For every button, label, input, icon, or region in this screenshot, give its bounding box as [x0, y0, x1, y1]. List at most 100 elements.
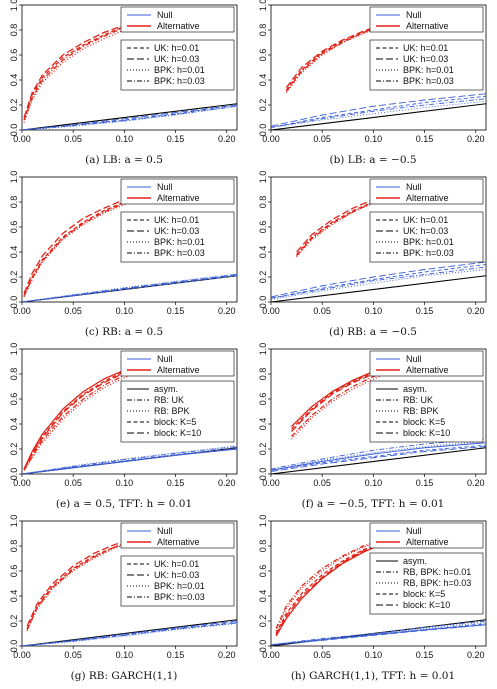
x-tick-label: 0.05	[64, 306, 82, 316]
x-tick-label: 0.05	[313, 134, 331, 144]
y-tick-label: 0.6	[258, 565, 268, 578]
y-tick-label: 1.0	[258, 171, 268, 184]
y-tick-label: 0.4	[9, 246, 19, 259]
caption-c: (c) RB: a = 0.5	[84, 326, 164, 338]
y-tick-label: 0.6	[9, 565, 19, 578]
y-tick-label: 0.2	[9, 615, 19, 628]
y-tick-label: 0.4	[258, 418, 268, 431]
legend-label-alternative: Alternative	[406, 365, 449, 375]
plot-frame	[270, 520, 487, 647]
legend-style-label-uk-h-0-01: UK: h=0.01	[403, 215, 448, 225]
legend-style-label-uk-h-0-01: UK: h=0.01	[154, 559, 199, 569]
series-null-bpk-h-0-03	[271, 98, 486, 128]
caption-f: (f) a = −0.5, TFT: h = 0.01	[301, 498, 445, 510]
reference-line	[271, 103, 486, 130]
series-alternative-uk-h-0-01	[23, 9, 232, 121]
x-tick-label: 0.00	[262, 306, 280, 316]
caption-a: (a) LB: a = 0.5	[85, 154, 163, 166]
series-null-bpk-h-0-03	[271, 266, 486, 299]
y-tick-label: 0.2	[258, 443, 268, 456]
x-tick-label: 0.00	[13, 134, 31, 144]
y-tick-label: 1.0	[258, 0, 268, 11]
plot-frame	[270, 4, 487, 131]
y-tick-label: 0.2	[9, 443, 19, 456]
legend-style-label-asym: asym.	[403, 556, 427, 566]
y-tick-label: 0.6	[9, 49, 19, 62]
x-tick-label: 0.20	[467, 650, 485, 660]
reference-line	[271, 447, 486, 474]
legend-style-label-block-k-10: block: K=10	[403, 600, 450, 610]
y-tick-label: 0.0	[258, 124, 268, 137]
y-tick-label: 0.8	[258, 368, 268, 381]
legend-style-box	[369, 211, 484, 263]
y-tick-label: 0.8	[258, 540, 268, 553]
legend-label-null: Null	[157, 10, 173, 20]
panel-f: 0.00 0.05 0.10 0.15 0.20 0.0 0.2 0.4 0.6 0.8 1.0 Nu…	[249, 343, 497, 516]
legend-style-label-block-k-5: block: K=5	[403, 589, 445, 599]
series-null-uk-h-0-01	[271, 264, 486, 299]
series-null-uk-h-0-01	[271, 95, 486, 128]
series-null-bpk-h-0-01	[271, 269, 486, 300]
x-tick-label: 0.15	[416, 134, 434, 144]
chart-f: 0.00 0.05 0.10 0.15 0.20 0.0 0.2 0.4 0.6 0.8 1.0 Nu…	[258, 343, 487, 488]
legend-style-label-bpk-h-0-01: BPK: h=0.01	[403, 237, 454, 247]
legend-label-alternative: Alternative	[157, 537, 200, 547]
series-null-uk-h-0-03	[22, 620, 237, 646]
y-tick-label: 0.0	[258, 296, 268, 309]
y-tick-label: 0.2	[258, 615, 268, 628]
y-tick-label: 0.8	[9, 24, 19, 37]
legend-label-alternative: Alternative	[157, 365, 200, 375]
legend-style-label-bpk-h-0-03: BPK: h=0.03	[403, 76, 454, 86]
legend-color-box	[369, 6, 484, 33]
reference-line	[271, 275, 486, 302]
legend-color-box	[120, 6, 235, 33]
legend-style-label-rb-bpk-h-0-01: RB, BPK: h=0.01	[403, 567, 471, 577]
legend-label-null: Null	[157, 354, 173, 364]
y-tick-label: 0.2	[258, 99, 268, 112]
legend-label-null: Null	[406, 526, 422, 536]
x-tick-label: 0.10	[116, 478, 134, 488]
panel-a: 0.00 0.05 0.10 0.15 0.20 0.0 0.2 0.4 0.6 0.8 1.0 Nu…	[0, 0, 248, 172]
y-tick-label: 0.2	[9, 271, 19, 284]
legend-style-label-rb-bpk: RB: BPK	[403, 406, 439, 416]
x-tick-label: 0.15	[167, 650, 185, 660]
series-alternative-bpk-h-0-01	[23, 9, 232, 123]
x-tick-label: 0.10	[116, 650, 134, 660]
legend-style-label-block-k-10: block: K=10	[403, 428, 450, 438]
series-null-block-k-5	[271, 444, 486, 471]
legend-style-label-rb-uk: RB: UK	[403, 395, 433, 405]
legend-style-label-bpk-h-0-03: BPK: h=0.03	[154, 76, 205, 86]
x-tick-label: 0.15	[416, 478, 434, 488]
y-tick-label: 1.0	[9, 515, 19, 528]
plot-frame	[21, 4, 238, 131]
caption-e: (e) a = 0.5, TFT: h = 0.01	[55, 498, 193, 510]
caption-h: (h) GARCH(1,1), TFT: h = 0.01	[290, 670, 456, 682]
series-null-bpk-h-0-01	[271, 100, 486, 128]
y-tick-label: 0.8	[9, 196, 19, 209]
y-tick-label: 0.0	[258, 640, 268, 653]
panel-g: 0.00 0.05 0.10 0.15 0.20 0.0 0.2 0.4 0.6 0.8 1.0 Nu…	[0, 515, 248, 688]
panel-b: 0.00 0.05 0.10 0.15 0.20 0.0 0.2 0.4 0.6 0.8 1.0 Nu…	[249, 0, 497, 172]
y-tick-label: 0.4	[258, 246, 268, 259]
caption-d: (d) RB: a = −0.5	[329, 326, 417, 338]
y-tick-label: 0.4	[258, 74, 268, 87]
legend-style-label-uk-h-0-01: UK: h=0.01	[403, 43, 448, 53]
legend-style-box	[120, 211, 235, 263]
x-tick-label: 0.05	[313, 650, 331, 660]
x-tick-label: 0.05	[313, 306, 331, 316]
series-null-uk-h-0-03	[271, 261, 486, 298]
x-tick-label: 0.10	[116, 306, 134, 316]
chart-b: 0.00 0.05 0.10 0.15 0.20 0.0 0.2 0.4 0.6 0.8 1.0 Nu…	[258, 0, 487, 144]
y-tick-label: 0.0	[9, 640, 19, 653]
legend-label-alternative: Alternative	[157, 21, 200, 31]
y-tick-label: 1.0	[258, 343, 268, 356]
x-tick-label: 0.10	[365, 306, 383, 316]
x-tick-label: 0.00	[13, 650, 31, 660]
series-null-bpk-h-0-03	[22, 622, 237, 646]
x-tick-label: 0.00	[262, 134, 280, 144]
series-alternative-bpk-h-0-03	[23, 9, 232, 121]
x-tick-label: 0.10	[365, 478, 383, 488]
legend-label-null: Null	[406, 354, 422, 364]
legend-color-box	[120, 522, 235, 549]
series-null-block-k-10	[22, 448, 237, 474]
